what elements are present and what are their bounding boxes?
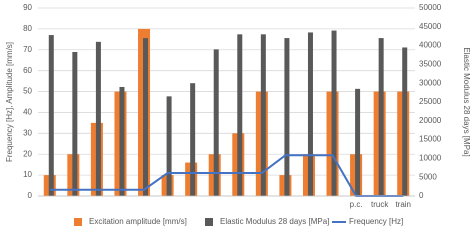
y-tick-label: 40: [23, 108, 32, 117]
bar: [402, 47, 408, 197]
bar: [213, 49, 219, 196]
legend-label: Frequency [Hz]: [349, 217, 403, 226]
line: [49, 154, 404, 197]
bar: [378, 38, 384, 196]
y-tick-label: 50: [23, 87, 32, 96]
y-tick-label: 30: [23, 128, 32, 137]
y2-tick-label: 0: [419, 191, 424, 200]
bar: [307, 32, 313, 196]
y-tick-label: 0: [28, 191, 33, 200]
y2-tick-label: 25000: [419, 97, 442, 106]
y-tick-label: 20: [23, 149, 32, 158]
bar: [355, 88, 361, 196]
x-tick-label: p.c.: [350, 200, 363, 209]
bar: [260, 34, 266, 196]
y2-tick-label: 5000: [419, 172, 437, 181]
legend-label: Elastic Modulus 28 days [MPa]: [220, 217, 329, 226]
bar: [237, 34, 243, 196]
y2-tick-label: 20000: [419, 116, 442, 125]
y-tick-label: 60: [23, 66, 32, 75]
y-tick-label: 10: [23, 170, 32, 179]
y2-tick-label: 15000: [419, 135, 442, 144]
y-tick-label: 70: [23, 45, 32, 54]
y2-tick-label: 10000: [419, 154, 442, 163]
bar: [95, 41, 101, 197]
y2-tick-label: 50000: [419, 3, 442, 12]
chart: Frequency [Hz], Amplitude [mm/s] Elastic…: [5, 3, 471, 226]
legend-swatch: [74, 218, 82, 226]
legend-swatch: [205, 218, 213, 226]
bar: [190, 83, 196, 196]
y-axis-label: Frequency [Hz], Amplitude [mm/s]: [5, 42, 14, 162]
bar: [119, 86, 125, 196]
y-tick-label: 90: [23, 3, 32, 12]
y2-axis-label: Elastic Modulus 28 days [MPa]: [462, 47, 471, 156]
bar: [48, 35, 54, 197]
x-tick-label: truck: [371, 200, 389, 209]
bar: [166, 96, 172, 196]
y2-tick-label: 30000: [419, 78, 442, 87]
bar: [331, 30, 337, 197]
y2-tick-label: 45000: [419, 22, 442, 31]
y2-tick-label: 35000: [419, 60, 442, 69]
bar: [284, 38, 290, 196]
bar: [72, 51, 78, 196]
y2-tick-label: 40000: [419, 41, 442, 50]
x-tick-label: train: [395, 200, 411, 209]
legend-label: Excitation amplitude [mm/s]: [89, 217, 187, 226]
bar: [143, 38, 149, 196]
y-tick-label: 80: [23, 24, 32, 33]
